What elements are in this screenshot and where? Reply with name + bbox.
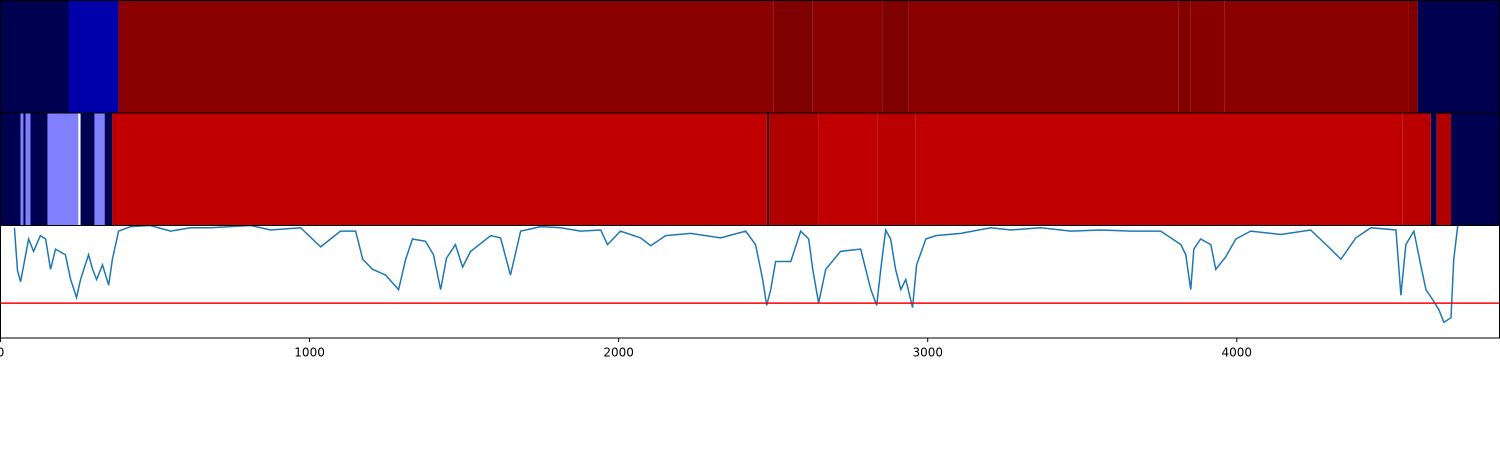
band [47,113,79,226]
band [78,113,81,226]
x-tick-label: 3000 [912,346,943,360]
band [94,113,105,226]
band [0,0,69,113]
band [818,113,878,226]
band [1436,113,1451,226]
panel-frame [0,225,1500,339]
band [877,113,916,226]
band [769,113,819,226]
x-tick-label: 2000 [603,346,634,360]
band [1408,0,1418,113]
band [25,113,31,226]
band [766,113,770,226]
band [908,0,1179,113]
x-tick-label: 1000 [294,346,325,360]
band [112,113,767,226]
band [68,0,119,113]
band [23,113,26,226]
band [80,113,95,226]
line-series [13,224,1459,324]
band [1190,0,1225,113]
band [104,113,113,226]
band [30,113,48,226]
band [915,113,1403,226]
band [1402,113,1431,226]
band [20,113,24,226]
band [118,0,774,113]
band [1450,113,1500,226]
band [1417,0,1500,113]
band [773,0,813,113]
band [1430,113,1437,226]
band [0,113,21,226]
x-tick-label: 0 [0,346,4,360]
band [1178,0,1191,113]
band [882,0,909,113]
band [812,0,883,113]
x-tick-label: 4000 [1222,346,1253,360]
band [1224,0,1409,113]
